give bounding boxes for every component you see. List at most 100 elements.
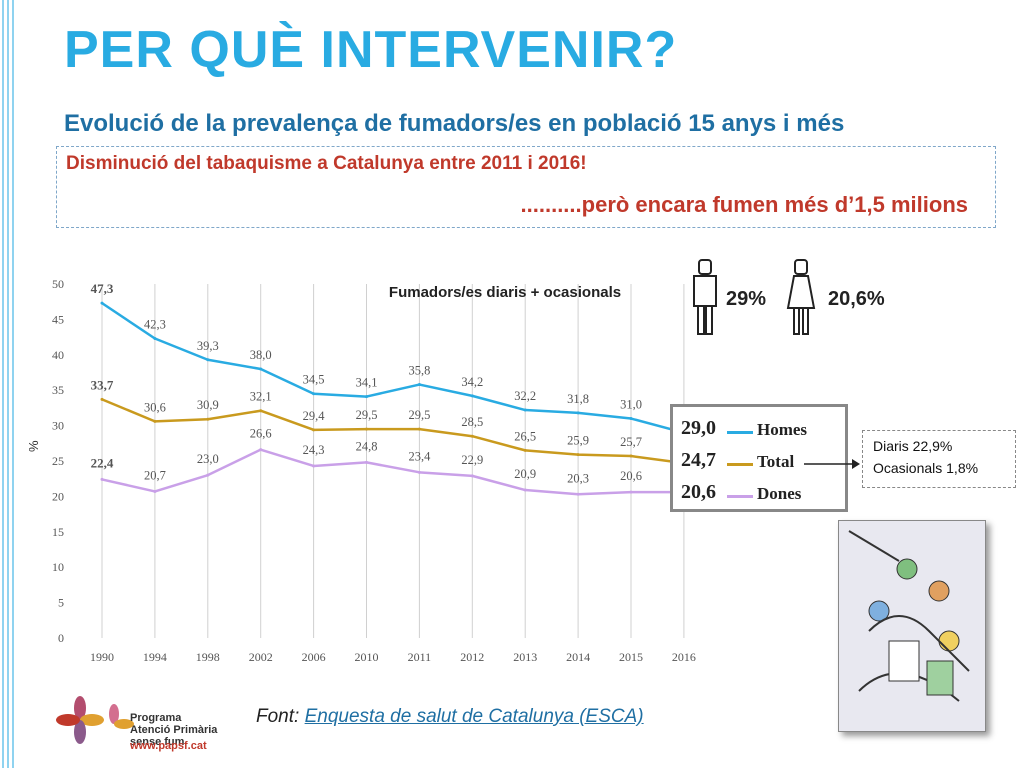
x-tick-label: 2014 (566, 650, 590, 664)
legend-item-homes: 29,0 Homes (673, 417, 845, 445)
y-tick-label: 30 (52, 419, 64, 433)
data-label-dones: 23,4 (408, 449, 431, 463)
data-point-dones (470, 474, 474, 478)
data-point-homes (206, 358, 210, 362)
legend-value: 24,7 (681, 449, 716, 471)
data-label-total: 32,1 (250, 390, 272, 404)
data-label-homes: 34,5 (303, 373, 325, 387)
series-line-dones (101, 448, 684, 496)
data-label-homes: 35,8 (408, 364, 430, 378)
arrow-icon (804, 459, 860, 469)
data-point-total (470, 434, 474, 438)
legend-swatch (727, 495, 753, 498)
cartoon-illustration (838, 520, 986, 732)
y-tick-label: 45 (52, 312, 64, 326)
data-point-dones (206, 473, 210, 477)
callout-box (56, 146, 996, 228)
legend-value: 20,6 (681, 481, 716, 503)
data-point-dones (259, 448, 263, 452)
data-label-total: 29,4 (303, 409, 326, 423)
data-label-homes: 42,3 (144, 318, 166, 332)
logo-text: Programa Atenció Primària sense fum (130, 712, 217, 748)
data-point-homes (417, 383, 421, 387)
data-point-total (100, 397, 104, 401)
x-tick-label: 1998 (196, 650, 220, 664)
data-label-homes: 32,2 (514, 389, 536, 403)
data-label-homes: 31,8 (567, 392, 589, 406)
data-point-homes (576, 411, 580, 415)
x-tick-label: 1994 (143, 650, 167, 664)
series-line-homes (101, 302, 685, 434)
data-point-homes (523, 408, 527, 412)
data-point-total (365, 427, 368, 431)
data-point-dones (629, 490, 633, 494)
data-label-dones: 23,0 (197, 452, 219, 466)
y-tick-label: 5 (58, 596, 64, 610)
source-link[interactable]: Enquesta de salut de Catalunya (ESCA) (304, 706, 644, 727)
prevalence-line-chart: 0 5 10 15 20 25 30 35 40 45 50 1990 1994 1998 2002 2006… (52, 277, 696, 664)
data-point-homes (629, 417, 633, 421)
data-point-total (312, 428, 316, 432)
data-label-total: 25,9 (567, 434, 589, 448)
data-label-homes: 34,1 (356, 376, 378, 390)
data-point-homes (100, 301, 104, 305)
y-axis-label: % (26, 440, 41, 452)
x-tick-label: 2011 (408, 650, 432, 664)
legend-label: Homes (757, 420, 808, 439)
data-label-homes: 38,0 (250, 348, 272, 362)
occasional-smokers-text: Ocasionals 1,8% (873, 460, 979, 476)
data-point-homes (259, 367, 263, 371)
data-point-dones (523, 488, 527, 492)
data-label-dones: 26,6 (250, 427, 272, 441)
data-point-total (153, 419, 157, 423)
legend-label: Dones (757, 484, 802, 503)
data-label-total: 29,5 (356, 408, 378, 422)
x-tick-label: 2012 (460, 650, 484, 664)
data-point-total (629, 454, 633, 458)
y-tick-label: 0 (58, 631, 64, 645)
legend-item-dones: 20,6 Dones (673, 481, 845, 509)
data-point-homes (365, 395, 368, 399)
logo-line-2: Atenció Primària (130, 724, 218, 736)
data-label-dones: 22,9 (461, 453, 483, 467)
legend-item-total: 24,7 Total (673, 449, 845, 477)
data-point-homes (470, 394, 474, 398)
data-label-total: 28,5 (461, 415, 483, 429)
man-icon (693, 259, 717, 335)
callout-line-1: Disminució del tabaquisme a Catalunya en… (66, 153, 587, 174)
data-label-homes: 34,2 (461, 375, 483, 389)
data-point-dones (153, 489, 157, 493)
x-tick-label: 2016 (672, 650, 696, 664)
page-subtitle: Evolució de la prevalença de fumadors/es… (64, 110, 845, 137)
x-tick-label: 1990 (90, 650, 114, 664)
data-point-dones (576, 492, 580, 496)
legend-swatch (727, 431, 753, 434)
x-tick-label: 2015 (619, 650, 643, 664)
data-point-homes (312, 392, 316, 396)
data-label-homes: 39,3 (197, 339, 219, 353)
data-point-dones (100, 477, 104, 481)
data-label-dones: 20,7 (144, 468, 166, 482)
x-tick-label: 2013 (513, 650, 537, 664)
chart-legend: 29,0 Homes 24,7 Total 20,6 Dones (670, 404, 848, 512)
data-label-dones: 20,9 (514, 467, 536, 481)
x-tick-label: 2010 (355, 650, 379, 664)
data-point-homes (153, 337, 157, 341)
page-title: PER QUÈ INTERVENIR? (64, 21, 678, 79)
y-tick-label: 25 (52, 454, 64, 468)
program-logo (56, 696, 134, 744)
data-point-total (259, 409, 263, 413)
data-label-total: 33,7 (91, 377, 114, 392)
legend-label: Total (757, 452, 795, 471)
x-tick-label: 2006 (302, 650, 326, 664)
data-label-dones: 22,4 (91, 455, 114, 470)
y-tick-label: 10 (52, 560, 64, 574)
data-point-dones (365, 460, 368, 464)
data-point-dones (312, 464, 316, 468)
data-label-total: 25,7 (620, 435, 642, 449)
y-tick-label: 15 (52, 525, 64, 539)
y-tick-label: 35 (52, 383, 64, 397)
series-line-total (101, 398, 685, 465)
data-label-homes: 47,3 (91, 281, 114, 296)
data-label-homes: 31,0 (620, 398, 642, 412)
